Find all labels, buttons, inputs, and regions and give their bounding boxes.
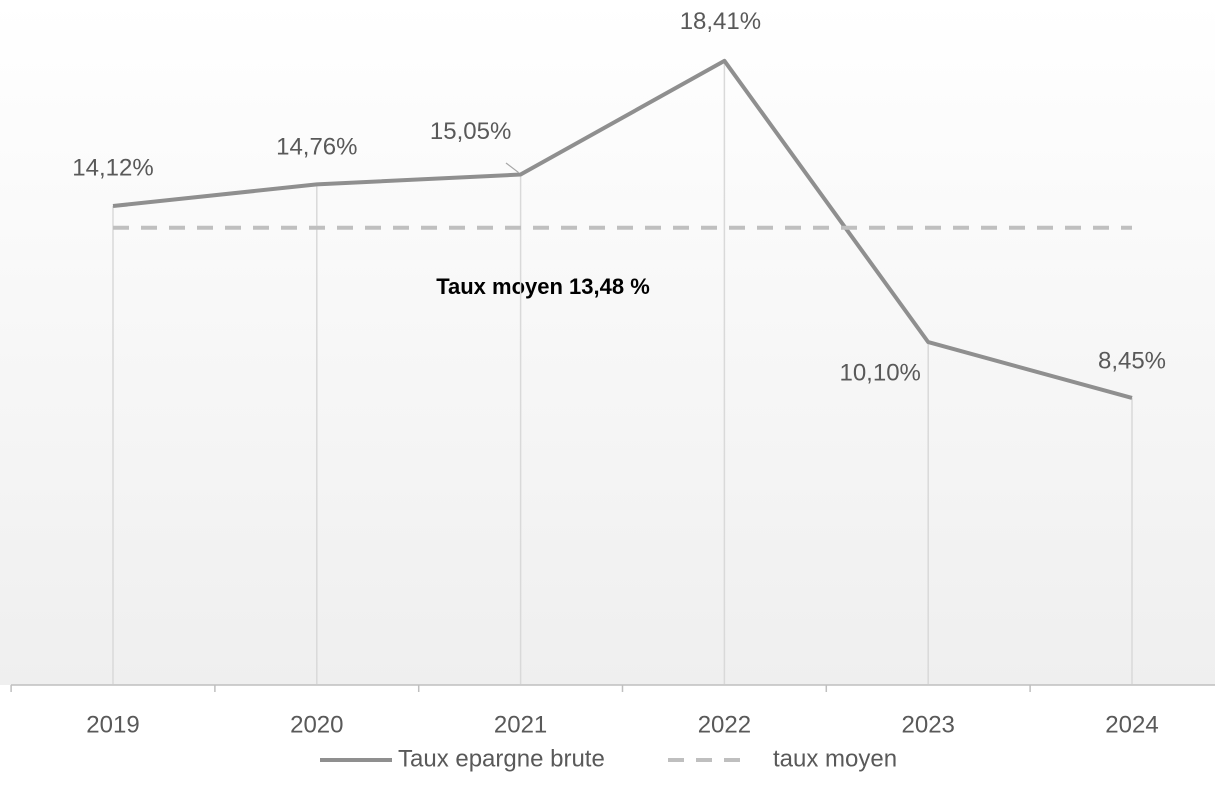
data-label: 15,05% — [430, 118, 511, 145]
data-label: 14,76% — [276, 134, 357, 161]
annotation: Taux moyen 13,48 % — [436, 274, 650, 299]
data-line — [112, 58, 1133, 400]
legend-label: Taux epargne brute — [398, 745, 605, 772]
x-tick-label: 2022 — [698, 711, 751, 738]
data-label: 8,45% — [1098, 347, 1166, 374]
data-label: 14,12% — [72, 154, 153, 181]
x-tick-label: 2019 — [86, 711, 139, 738]
x-tick-label: 2024 — [1105, 711, 1158, 738]
data-label: 18,41% — [680, 8, 761, 35]
data-label: 10,10% — [839, 359, 920, 386]
plot-background — [0, 0, 1215, 685]
x-tick-label: 2021 — [494, 711, 547, 738]
leader-line — [505, 162, 519, 174]
legend-label: taux moyen — [773, 745, 897, 772]
x-tick-label: 2023 — [902, 711, 955, 738]
x-tick-label: 2020 — [290, 711, 343, 738]
